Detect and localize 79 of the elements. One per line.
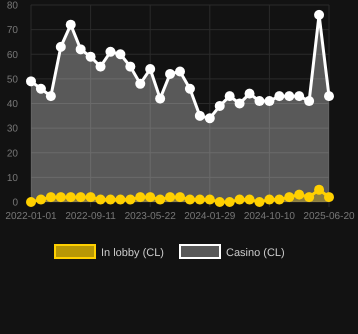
point (244, 194, 255, 205)
x-tick-label: 2024-01-29 (184, 211, 236, 222)
point (324, 91, 334, 102)
y-tick-label: 80 (6, 0, 18, 12)
point (324, 192, 334, 202)
point (36, 84, 46, 94)
point (155, 194, 166, 205)
point (254, 96, 264, 106)
point (234, 194, 245, 205)
y-tick-label: 40 (6, 99, 18, 110)
point (96, 62, 106, 72)
point (165, 68, 176, 79)
x-tick-label: 2022-09-11 (65, 211, 116, 222)
point (125, 62, 136, 72)
x-tick-label: 2025-06-20 (303, 211, 356, 222)
point (284, 192, 294, 202)
legend-label: Casino (CL) (226, 246, 285, 259)
point (145, 64, 156, 74)
point (26, 76, 36, 86)
point (304, 192, 314, 202)
point (194, 194, 205, 205)
point (314, 184, 324, 195)
y-tick-label: 10 (6, 172, 18, 184)
legend-label: In lobby (CL) (101, 246, 164, 259)
point (294, 91, 304, 102)
point (46, 91, 56, 102)
point (294, 190, 304, 200)
point (56, 192, 66, 202)
point (274, 194, 284, 205)
point (304, 96, 314, 106)
point (224, 91, 235, 102)
y-tick-label: 30 (6, 124, 18, 135)
point (86, 192, 96, 202)
point (66, 192, 76, 202)
point (194, 110, 205, 121)
point (284, 91, 294, 102)
point (214, 100, 225, 111)
point (264, 96, 274, 106)
point (115, 194, 126, 205)
point (105, 46, 116, 57)
point (36, 194, 46, 205)
point (175, 66, 185, 76)
point (254, 197, 264, 207)
point (224, 197, 235, 207)
point (155, 94, 166, 104)
y-tick-label: 70 (6, 25, 18, 36)
point (145, 192, 156, 202)
y-tick-label: 20 (6, 148, 18, 160)
point (244, 88, 255, 99)
point (86, 52, 96, 62)
point (234, 98, 245, 108)
y-tick-label: 0 (12, 198, 18, 208)
x-tick-label: 2022-01-01 (5, 211, 58, 222)
point (165, 192, 176, 202)
point (184, 84, 195, 94)
point (56, 42, 66, 52)
point (46, 192, 56, 202)
point (66, 20, 76, 30)
point (115, 49, 126, 60)
y-tick-label: 50 (6, 74, 18, 86)
y-tick-label: 60 (6, 50, 18, 61)
point (175, 192, 185, 202)
point (184, 194, 195, 205)
point (96, 194, 106, 205)
point (76, 192, 86, 202)
point (26, 197, 36, 207)
point (135, 192, 146, 202)
point (274, 91, 284, 102)
point (105, 194, 116, 205)
point (314, 10, 324, 20)
point (76, 44, 86, 54)
point (264, 194, 274, 205)
point (214, 197, 225, 207)
x-tick-label: 2024-10-10 (244, 211, 296, 222)
point (204, 194, 215, 205)
point (204, 113, 215, 124)
point (125, 194, 136, 205)
x-tick-label: 2023-05-22 (124, 211, 176, 222)
point (135, 78, 146, 89)
